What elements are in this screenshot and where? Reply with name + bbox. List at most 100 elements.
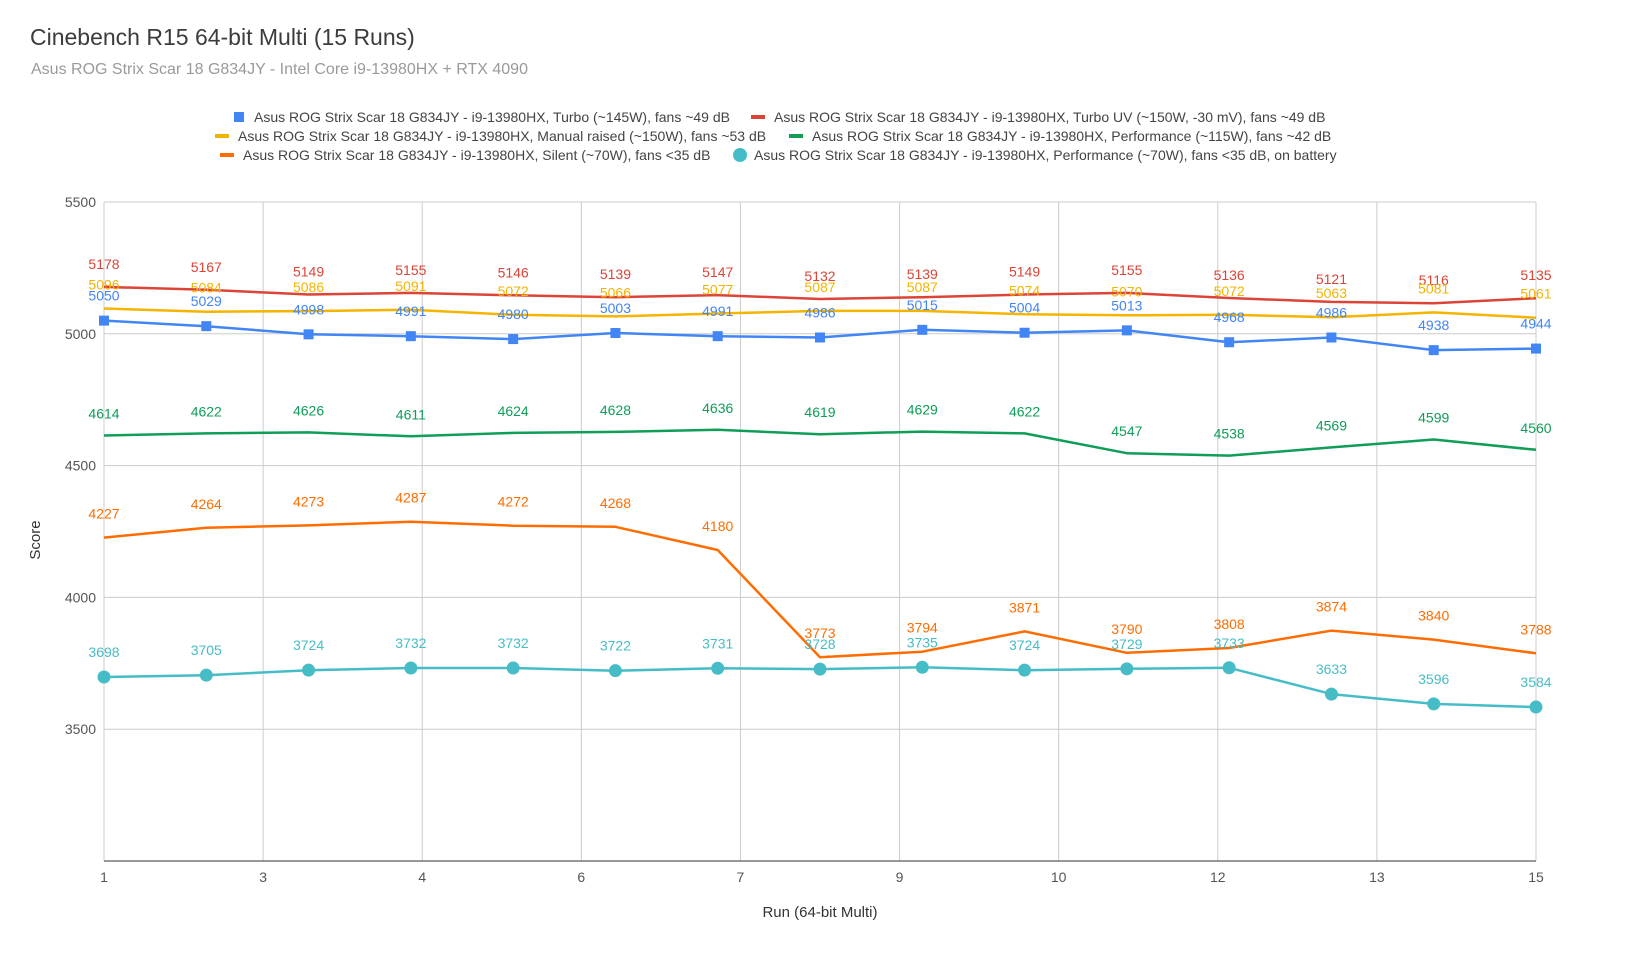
data-point xyxy=(1427,697,1441,711)
data-label: 5004 xyxy=(1009,300,1040,316)
legend-label: Asus ROG Strix Scar 18 G834JY - i9-13980… xyxy=(812,128,1331,144)
data-label: 3808 xyxy=(1214,616,1245,632)
data-label: 5149 xyxy=(1009,264,1040,280)
x-tick-label: 4 xyxy=(418,869,426,885)
data-label: 5063 xyxy=(1316,285,1347,301)
data-label: 3729 xyxy=(1111,636,1142,652)
data-point xyxy=(508,334,519,345)
data-point xyxy=(506,661,520,675)
x-tick-label: 10 xyxy=(1051,869,1067,885)
data-label: 4624 xyxy=(498,403,529,419)
data-label: 4622 xyxy=(191,403,222,419)
data-label: 4944 xyxy=(1520,316,1551,332)
data-point xyxy=(1120,662,1134,676)
x-tick-label: 9 xyxy=(896,869,904,885)
data-label: 3633 xyxy=(1316,661,1347,677)
data-label: 3790 xyxy=(1111,621,1142,637)
data-label: 3724 xyxy=(293,637,324,653)
data-point xyxy=(608,664,622,678)
data-label: 5121 xyxy=(1316,271,1347,287)
data-label: 5061 xyxy=(1520,286,1551,302)
data-label: 4272 xyxy=(498,494,529,510)
data-label: 3733 xyxy=(1214,635,1245,651)
data-label: 3584 xyxy=(1520,674,1551,690)
data-label: 5178 xyxy=(88,256,119,272)
data-point xyxy=(815,332,825,343)
data-labels: 5050 5029 4998 4991 4980 5003 4991 4986 5015 5004… xyxy=(88,256,1551,690)
data-label: 4614 xyxy=(88,406,119,422)
legend-item-3: Asus ROG Strix Scar 18 G834JY - i9-13980… xyxy=(215,128,766,144)
data-label: 5072 xyxy=(498,283,529,299)
data-point xyxy=(917,324,928,335)
data-point xyxy=(915,660,929,674)
data-point xyxy=(1531,343,1541,354)
x-axis-label: Run (64-bit Multi) xyxy=(762,904,877,921)
legend-item-6: Asus ROG Strix Scar 18 G834JY - i9-13980… xyxy=(733,147,1337,163)
data-point xyxy=(1529,700,1543,714)
data-label: 4180 xyxy=(702,518,733,534)
data-label: 4560 xyxy=(1520,420,1551,436)
data-label: 5050 xyxy=(88,288,119,304)
data-label: 4628 xyxy=(600,402,631,418)
legend: Asus ROG Strix Scar 18 G834JY - i9-13980… xyxy=(215,109,1337,163)
data-label: 5084 xyxy=(191,280,222,296)
data-point xyxy=(201,321,212,332)
legend-swatch xyxy=(220,153,234,157)
data-label: 4986 xyxy=(1316,304,1347,320)
legend-label: Asus ROG Strix Scar 18 G834JY - i9-13980… xyxy=(238,128,766,144)
x-tick-label: 7 xyxy=(737,869,745,885)
data-label: 3794 xyxy=(907,620,938,636)
legend-item-5: Asus ROG Strix Scar 18 G834JY - i9-13980… xyxy=(220,147,710,163)
legend-swatch xyxy=(215,134,229,138)
x-tick-label: 6 xyxy=(577,869,585,885)
y-tick-label: 5500 xyxy=(65,194,96,210)
data-label: 3871 xyxy=(1009,599,1040,615)
data-label: 5132 xyxy=(804,268,835,284)
data-label: 4287 xyxy=(395,490,426,506)
data-point xyxy=(1222,661,1236,675)
data-label: 4227 xyxy=(88,506,119,522)
data-label: 4991 xyxy=(395,303,426,319)
data-label: 5015 xyxy=(907,297,938,313)
data-label: 4268 xyxy=(600,495,631,511)
y-tick-label: 4500 xyxy=(65,458,96,474)
data-point xyxy=(99,315,109,326)
legend-label: Asus ROG Strix Scar 18 G834JY - i9-13980… xyxy=(243,147,710,163)
data-label: 4626 xyxy=(293,402,324,418)
series-line-2 xyxy=(103,285,1537,305)
data-label: 3735 xyxy=(907,634,938,650)
data-label: 4998 xyxy=(293,301,324,317)
data-point xyxy=(405,331,416,342)
data-label: 5146 xyxy=(498,264,529,280)
data-label: 4980 xyxy=(498,306,529,322)
x-tick-label: 12 xyxy=(1210,869,1226,885)
data-label: 5081 xyxy=(1418,280,1449,296)
data-label: 4611 xyxy=(396,406,426,422)
data-label: 3840 xyxy=(1418,608,1449,624)
data-label: 5087 xyxy=(804,279,835,295)
data-label: 4622 xyxy=(1009,403,1040,419)
data-point xyxy=(712,331,723,342)
data-point xyxy=(1224,337,1235,348)
data-label: 4619 xyxy=(804,404,835,420)
data-label: 3732 xyxy=(498,635,529,651)
data-label: 3724 xyxy=(1009,637,1040,653)
data-point xyxy=(1326,332,1337,343)
legend-swatch xyxy=(751,115,765,119)
x-tick-label: 15 xyxy=(1528,869,1544,885)
legend-item-2: Asus ROG Strix Scar 18 G834JY - i9-13980… xyxy=(751,109,1325,125)
data-label: 4569 xyxy=(1316,417,1347,433)
data-label: 5155 xyxy=(395,262,426,278)
data-label: 4629 xyxy=(907,402,938,418)
data-label: 5003 xyxy=(600,300,631,316)
data-label: 5066 xyxy=(600,284,631,300)
data-label: 5087 xyxy=(907,279,938,295)
data-point xyxy=(813,662,827,676)
data-point xyxy=(97,670,111,684)
data-label: 5149 xyxy=(293,264,324,280)
data-label: 3722 xyxy=(600,638,631,654)
data-label: 5135 xyxy=(1520,267,1551,283)
legend-swatch xyxy=(789,134,803,138)
data-label: 5072 xyxy=(1214,283,1245,299)
